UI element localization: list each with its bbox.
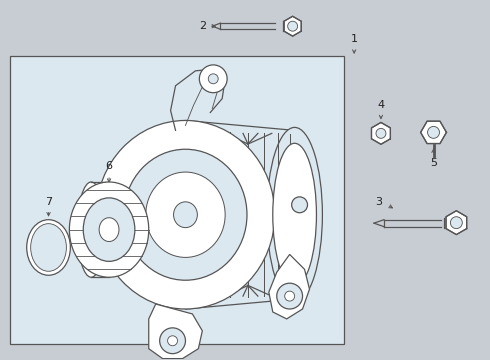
Text: 6: 6 [105,161,113,171]
Circle shape [168,336,177,346]
Text: 5: 5 [430,158,437,168]
FancyBboxPatch shape [10,56,344,344]
Ellipse shape [96,121,275,309]
Circle shape [428,126,440,138]
Circle shape [285,291,294,301]
Polygon shape [269,255,310,319]
Circle shape [288,21,297,31]
Ellipse shape [267,127,322,302]
Polygon shape [371,122,391,144]
Circle shape [450,217,462,229]
Ellipse shape [26,220,71,275]
Ellipse shape [273,143,317,286]
Ellipse shape [83,198,135,261]
Ellipse shape [31,224,66,271]
Text: 2: 2 [199,21,206,31]
Circle shape [208,74,218,84]
Polygon shape [284,16,301,36]
Text: 1: 1 [351,34,358,44]
Ellipse shape [146,172,225,257]
Circle shape [160,328,185,354]
Ellipse shape [124,149,247,280]
Text: 3: 3 [375,197,382,207]
Ellipse shape [99,218,119,242]
Circle shape [277,283,302,309]
Polygon shape [446,211,466,235]
Text: 7: 7 [45,197,52,207]
Circle shape [199,65,227,93]
Ellipse shape [77,182,105,277]
Polygon shape [149,304,202,359]
Circle shape [376,129,386,138]
Ellipse shape [70,182,149,277]
Polygon shape [420,121,446,144]
Circle shape [292,197,308,213]
Text: 4: 4 [377,100,385,109]
Ellipse shape [173,202,197,228]
